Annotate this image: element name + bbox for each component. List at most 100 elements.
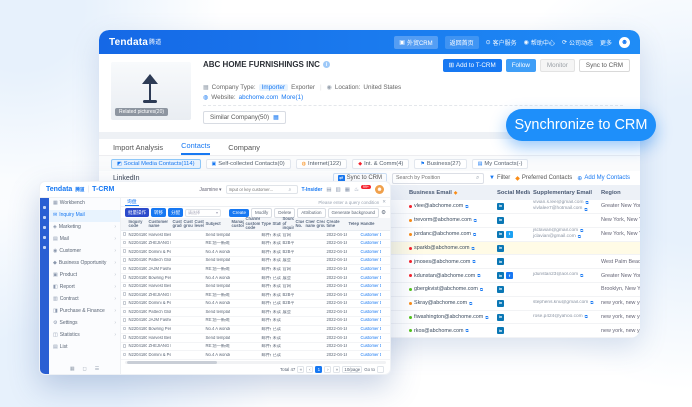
- copy-icon[interactable]: ⧉: [585, 200, 589, 206]
- copy-icon[interactable]: ⧉: [477, 273, 481, 279]
- social-icon[interactable]: p: [260, 73, 264, 79]
- nav-home-button[interactable]: 返回首页: [444, 35, 479, 49]
- sidebar-item[interactable]: ▤ List ›: [53, 344, 68, 351]
- grid-icon[interactable]: ▦: [69, 366, 75, 372]
- tab-import-analysis[interactable]: Import Analysis: [113, 143, 164, 152]
- row-checkbox[interactable]: [122, 318, 126, 322]
- generate-background-button[interactable]: Generate background: [327, 207, 380, 218]
- close-icon[interactable]: ✕: [382, 199, 386, 204]
- batch-operation-button[interactable]: 批量操作: [125, 208, 149, 218]
- copy-icon[interactable]: ⧉: [580, 272, 584, 278]
- position-search[interactable]: ⌕: [392, 172, 484, 184]
- copy-icon[interactable]: ⧉: [472, 259, 476, 265]
- row-checkbox[interactable]: [122, 232, 126, 236]
- filter-chip[interactable]: ◍ Internet(122): [295, 158, 348, 169]
- layout-icon[interactable]: ▥: [335, 186, 341, 193]
- sync-to-crm-button[interactable]: Sync to CRM: [578, 59, 630, 72]
- row-checkbox[interactable]: [122, 292, 126, 296]
- inquiry-row[interactable]: N220418006 Pattech Glob... Send template…: [121, 308, 390, 317]
- customer-details-link[interactable]: Customer Details: [360, 284, 382, 289]
- linkedin-icon[interactable]: in: [497, 216, 504, 224]
- row-checkbox[interactable]: [122, 344, 126, 348]
- goto-input[interactable]: [377, 365, 384, 373]
- linkedin-icon[interactable]: in: [497, 230, 504, 238]
- inquiry-row[interactable]: N220418010 Bowring Pers... No.4 A wonder…: [121, 274, 390, 283]
- inquiry-row[interactable]: N220418003 Harvest Best... Send template…: [121, 334, 390, 343]
- copy-icon[interactable]: ⧉: [577, 234, 581, 240]
- customer-details-link[interactable]: Customer Details: [360, 292, 382, 297]
- t-insider-link[interactable]: T-Insider: [301, 186, 323, 193]
- monitor-button[interactable]: Monitor: [539, 59, 575, 72]
- delete-button[interactable]: Delete: [274, 207, 296, 218]
- inquiry-row[interactable]: N220418013 Domini & Perso... No.4 A wond…: [121, 248, 390, 257]
- customer-details-link[interactable]: Customer Details: [360, 258, 382, 263]
- row-checkbox[interactable]: [122, 266, 126, 271]
- social-icon[interactable]: ▶: [249, 73, 253, 78]
- gear-icon[interactable]: ⚙: [381, 209, 386, 216]
- row-checkbox[interactable]: [122, 309, 126, 314]
- sidebar-item[interactable]: ✉ Inquiry Mail ›: [49, 210, 120, 222]
- menu-icon[interactable]: ☰: [94, 366, 100, 372]
- inquiry-row[interactable]: N220418004 Bowring Pers... No.4 A wonder…: [121, 326, 390, 335]
- filter-chip[interactable]: ⚑ Business(27): [414, 158, 467, 169]
- sidebar-item[interactable]: ⚙ Settings ›: [53, 320, 116, 327]
- follow-button[interactable]: Follow: [505, 59, 536, 72]
- info-icon[interactable]: i: [322, 61, 330, 68]
- inquiry-row[interactable]: N220418007 Domini & Perso... No.4 A wond…: [121, 300, 390, 309]
- customer-details-link[interactable]: Customer Details: [360, 335, 382, 340]
- row-checkbox[interactable]: [122, 301, 126, 305]
- inquiry-row[interactable]: N220418014 ZHEJIANG FOT... RE:您—新询盘... 邮…: [121, 240, 390, 249]
- linkedin-icon[interactable]: in: [497, 244, 504, 252]
- sidebar-item[interactable]: ▣ Product ›: [53, 272, 116, 279]
- copy-icon[interactable]: ⧉: [465, 328, 469, 334]
- copy-icon[interactable]: ⧉: [485, 314, 489, 320]
- filter-button[interactable]: ▼ Filter: [489, 175, 511, 181]
- search-icon[interactable]: ⌕: [476, 174, 480, 181]
- inquiry-row[interactable]: N220418009 Harvest Best... Send template…: [121, 283, 390, 292]
- sidebar-item[interactable]: ▥ Contract ›: [53, 296, 116, 303]
- tab-contacts[interactable]: Contacts: [181, 141, 211, 155]
- page-size-select[interactable]: 10/page: [342, 365, 363, 373]
- create-button[interactable]: Create: [229, 208, 249, 217]
- customer-details-link[interactable]: Customer Details: [360, 327, 382, 332]
- first-page-button[interactable]: «: [297, 365, 305, 373]
- customer-details-link[interactable]: Customer Details: [360, 352, 382, 357]
- social-icon[interactable]: f: [217, 73, 219, 79]
- row-checkbox[interactable]: [122, 275, 126, 279]
- row-checkbox[interactable]: [122, 249, 126, 253]
- linkedin-icon[interactable]: in: [497, 313, 504, 321]
- twitter-icon[interactable]: t: [506, 230, 513, 238]
- synchronize-to-crm-pill[interactable]: Synchronize to CRM: [506, 109, 656, 141]
- copy-icon[interactable]: ⧉: [465, 203, 469, 209]
- inquiry-row[interactable]: N220418005 JAJM Fashion... RE:您—新询盘... 邮…: [121, 317, 390, 326]
- last-page-button[interactable]: »: [333, 365, 341, 373]
- facebook-icon[interactable]: f: [506, 272, 513, 280]
- social-icon[interactable]: s: [238, 73, 242, 79]
- user-avatar[interactable]: ☻: [375, 185, 384, 194]
- customer-details-link[interactable]: Customer Details: [360, 249, 382, 254]
- add-to-tcrm-button[interactable]: ⊞ Add to T-CRM: [442, 59, 502, 72]
- filter-chip[interactable]: ◩ Social Media Contacts(114): [111, 158, 201, 169]
- inquiry-row[interactable]: N220418008 ZHEJIANG FOT... RE:您—新询盘... 邮…: [121, 291, 390, 300]
- similar-company-select[interactable]: Similar Company(50) ▦: [203, 111, 286, 124]
- copy-icon[interactable]: ⧉: [584, 206, 588, 212]
- filter-chip[interactable]: ◆ Int. & Comm(4): [352, 158, 410, 169]
- customer-details-link[interactable]: Customer Details: [360, 275, 382, 280]
- row-checkbox[interactable]: [122, 258, 126, 262]
- transfer-button[interactable]: 转移: [151, 208, 166, 218]
- nav-help-center[interactable]: ◉ 帮助中心: [523, 39, 555, 47]
- customer-details-link[interactable]: Customer Details: [360, 309, 382, 314]
- copy-icon[interactable]: ⧉: [479, 286, 484, 292]
- sidebar-item[interactable]: ◨ Purchase & Finance ›: [53, 308, 116, 315]
- website-link[interactable]: abchome.com: [238, 94, 279, 101]
- modify-button[interactable]: Modify: [250, 207, 273, 218]
- copy-icon[interactable]: ⧉: [473, 217, 477, 223]
- nav-crm-button[interactable]: ▣ 外贸CRM: [394, 35, 438, 49]
- next-page-button[interactable]: ›: [324, 365, 332, 373]
- copy-icon[interactable]: ⧉: [473, 231, 477, 237]
- linkedin-icon[interactable]: in: [497, 202, 504, 210]
- copy-icon[interactable]: ⧉: [469, 300, 473, 306]
- copy-icon[interactable]: ⧉: [584, 314, 588, 320]
- inquiry-row[interactable]: N220418011 JAJM Fashion... RE:您—新询盘... 邮…: [121, 265, 390, 275]
- linkedin-icon[interactable]: in: [497, 327, 504, 335]
